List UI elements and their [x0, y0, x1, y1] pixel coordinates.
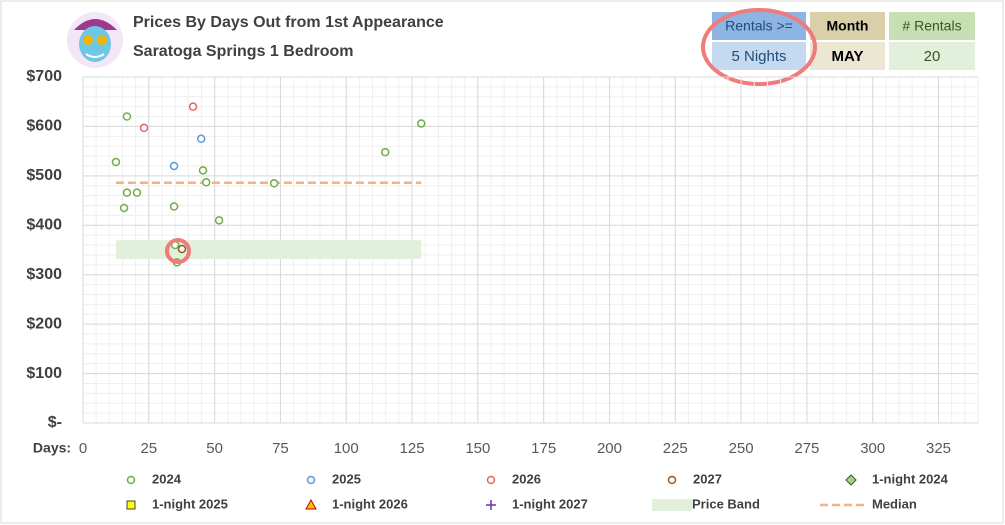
point: [196, 134, 206, 144]
y-tick-label: $600: [26, 118, 62, 135]
logo: [67, 12, 123, 68]
point: [111, 157, 121, 167]
cell-label-bg: [810, 12, 885, 40]
x-tick-label: 25: [140, 440, 157, 457]
point: [380, 147, 390, 157]
x-tick-label: 200: [597, 440, 622, 457]
point: [305, 498, 317, 510]
y-tick-label: $500: [26, 167, 62, 184]
cell-value: MAY: [832, 48, 864, 65]
legend-label: 1-night 2027: [512, 496, 588, 511]
cell-value: 20: [924, 48, 941, 65]
point: [132, 188, 142, 197]
subtitle: Saratoga Springs 1 Bedroom: [133, 43, 354, 60]
x-tick-label: 100: [334, 440, 359, 457]
point: [126, 475, 136, 485]
cell-label: # Rentals: [902, 18, 961, 34]
point: [169, 202, 179, 211]
x-axis-label: Days:: [33, 440, 71, 456]
legend-label: 2026: [512, 471, 541, 486]
y-tick-label: $200: [26, 315, 62, 332]
point: [214, 216, 224, 225]
point: [139, 123, 149, 133]
legend-label: Median: [872, 496, 917, 511]
point: [169, 161, 179, 171]
x-tick-label: 225: [663, 440, 688, 457]
y-tick-label: $300: [26, 266, 62, 283]
x-tick-label: 175: [531, 440, 556, 457]
point: [845, 474, 857, 486]
point: [306, 475, 316, 485]
x-tick-label: 125: [400, 440, 425, 457]
point: [201, 178, 211, 187]
y-tick-label: $-: [48, 414, 62, 431]
point: [122, 112, 132, 121]
point: [198, 166, 208, 175]
x-tick-label: 325: [926, 440, 951, 457]
point: [667, 475, 677, 485]
price-band: [115, 240, 422, 259]
cell-value-bg: [889, 42, 975, 70]
point: [486, 500, 496, 510]
y-tick-label: $400: [26, 217, 62, 234]
point: [188, 102, 198, 111]
legend-label: 1-night 2024: [872, 471, 949, 486]
legend-label: 2025: [332, 471, 361, 486]
title: Prices By Days Out from 1st Appearance: [133, 14, 444, 31]
x-tick-label: 250: [729, 440, 754, 457]
point: [126, 500, 136, 510]
cell-label-bg: [889, 12, 975, 40]
x-tick-label: 50: [206, 440, 223, 457]
x-tick-label: 150: [465, 440, 490, 457]
legend-label: 2027: [693, 471, 722, 486]
point: [417, 119, 426, 128]
legend-label: Price Band: [692, 496, 760, 511]
cell-value-bg: [810, 42, 885, 70]
x-tick-label: 0: [79, 440, 87, 457]
cell-label: Rentals >=: [725, 18, 793, 34]
highlight-ring: [164, 238, 191, 265]
y-tick-label: $100: [26, 365, 62, 382]
y-tick-label: $700: [26, 68, 62, 85]
legend-label: 1-night 2026: [332, 496, 408, 511]
legend-swatch: [652, 499, 692, 511]
point: [486, 475, 496, 485]
highlight-ring: [701, 8, 817, 86]
point: [177, 244, 187, 254]
point: [119, 203, 129, 213]
info-boxes: Rentals >= 5 Nights Month MAY # Rentals 20: [712, 12, 975, 70]
cell-value: 5 Nights: [731, 48, 786, 65]
legend-label: 2024: [152, 471, 182, 486]
x-tick-label: 75: [272, 440, 289, 457]
legend-label: 1-night 2025: [152, 496, 228, 511]
x-tick-label: 300: [860, 440, 885, 457]
x-tick-label: 275: [794, 440, 819, 457]
cell-value-bg: [712, 42, 806, 70]
point: [122, 188, 132, 197]
cell-label: Month: [827, 18, 869, 34]
point: [269, 179, 279, 188]
